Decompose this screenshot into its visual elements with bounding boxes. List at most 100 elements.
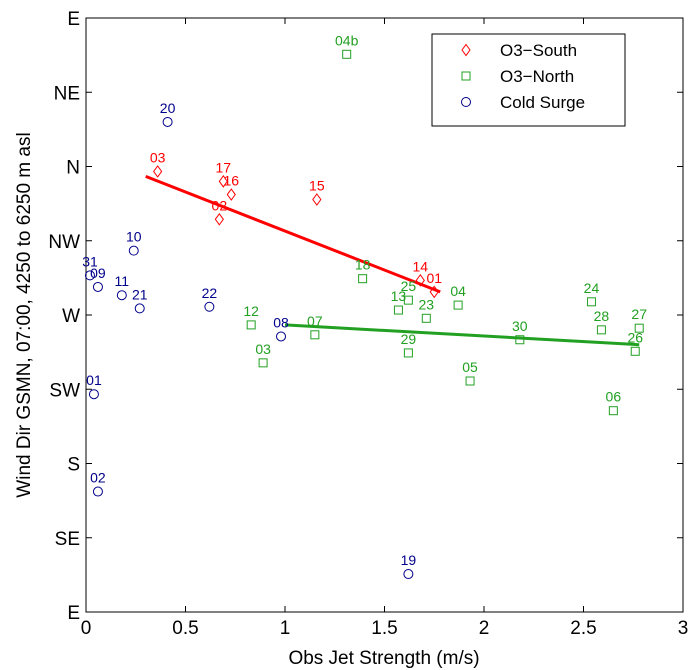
data-label: 03 <box>150 149 166 165</box>
data-point <box>246 320 256 330</box>
data-point <box>403 348 413 358</box>
data-point <box>393 305 403 315</box>
legend-label: O3−North <box>500 67 574 86</box>
data-label: 10 <box>126 229 142 245</box>
y-tick-label: E <box>67 603 80 624</box>
data-point <box>429 285 439 299</box>
legend-label: O3−South <box>500 41 577 60</box>
data-label: 14 <box>413 258 429 274</box>
x-tick-label: 1 <box>280 618 291 639</box>
fit-lines <box>145 175 640 347</box>
data-label: 09 <box>90 265 106 281</box>
data-point <box>465 376 475 386</box>
data-point <box>403 295 413 305</box>
data-point <box>608 406 618 416</box>
x-tick-label: 2.5 <box>570 618 596 639</box>
data-point <box>116 290 127 301</box>
legend-marker <box>461 43 471 57</box>
data-point <box>596 325 606 335</box>
x-tick-label: 1.5 <box>371 618 397 639</box>
data-point <box>226 188 236 201</box>
data-label: 25 <box>401 278 417 294</box>
data-point <box>630 346 640 356</box>
legend: O3−South O3−North Cold Surge <box>431 33 626 127</box>
data-label: 12 <box>243 303 259 319</box>
data-label: 02 <box>212 197 228 213</box>
data-point <box>88 389 99 400</box>
data-point <box>204 301 215 312</box>
data-point <box>128 245 139 256</box>
data-point <box>162 116 173 127</box>
data-point <box>276 331 287 342</box>
data-label: 04b <box>335 32 359 48</box>
data-label: 23 <box>419 296 435 312</box>
data-label: 03 <box>255 341 271 357</box>
data-label: 21 <box>132 286 148 302</box>
data-point <box>453 300 463 310</box>
x-tick-label: 2 <box>479 618 490 639</box>
legend-label: Cold Surge <box>500 93 585 112</box>
data-label: 01 <box>86 372 102 388</box>
data-point <box>415 273 425 287</box>
data-point <box>310 330 320 340</box>
data-label: 11 <box>115 273 130 289</box>
data-point <box>84 270 95 281</box>
x-axis-title: Obs Jet Strength (m/s) <box>288 648 479 669</box>
data-point <box>634 323 644 333</box>
y-tick-label: NE <box>54 83 80 104</box>
y-tick-label: SE <box>55 529 80 550</box>
legend-marker <box>461 71 471 81</box>
data-point <box>134 303 145 314</box>
data-label: 29 <box>401 331 417 347</box>
data-point <box>218 174 228 188</box>
x-tick-label: 3 <box>678 618 689 639</box>
y-tick-label: S <box>67 455 80 476</box>
data-point <box>153 165 163 178</box>
data-point <box>586 297 596 307</box>
data-label: 20 <box>160 100 176 116</box>
data-point <box>342 49 352 59</box>
data-label: 22 <box>202 285 218 301</box>
data-label: 08 <box>273 314 289 330</box>
legend-marker <box>461 97 471 107</box>
y-tick-label: E <box>67 9 80 30</box>
x-tick-label: 0.5 <box>172 618 198 639</box>
data-point <box>358 274 368 284</box>
data-point <box>421 313 431 323</box>
data-point <box>258 358 268 368</box>
data-label: 05 <box>462 359 478 375</box>
y-tick-label: W <box>62 306 80 327</box>
data-label: 18 <box>355 257 371 273</box>
y-tick-label: N <box>66 158 80 179</box>
y-axis-title: Wind Dir GSMN, 07:00, 4250 to 6250 m asl <box>14 132 35 497</box>
y-tick-label: SW <box>49 380 80 401</box>
data-point <box>92 486 103 497</box>
fit-line <box>145 175 441 294</box>
fit-line <box>284 323 640 347</box>
data-point <box>515 335 525 345</box>
axis-ticks: 0 0.5 1 1.5 2 2.5 3 E SE S SW W NW N NE E <box>48 9 688 639</box>
data-label: 27 <box>631 306 647 322</box>
data-label: 24 <box>584 280 600 296</box>
data-label: 19 <box>401 552 417 568</box>
data-label: 31 <box>82 253 98 269</box>
data-point <box>403 569 414 580</box>
x-tick-label: 0 <box>81 618 92 639</box>
data-label: 04 <box>450 283 466 299</box>
data-label: 16 <box>223 173 239 189</box>
data-point <box>312 193 322 206</box>
y-tick-label: NW <box>48 232 80 253</box>
data-label: 02 <box>90 470 106 486</box>
legend-items: O3−South O3−North Cold Surge <box>461 41 585 112</box>
data-label: 01 <box>426 270 442 286</box>
data-labels: 0317160215140104b18132523041207032930052… <box>82 32 647 568</box>
data-point <box>92 281 103 292</box>
data-label: 13 <box>391 288 407 304</box>
data-label: 07 <box>307 313 323 329</box>
data-label: 26 <box>627 329 643 345</box>
data-point <box>214 212 224 226</box>
data-label: 17 <box>216 159 232 175</box>
data-label: 28 <box>594 308 610 324</box>
data-label: 30 <box>512 318 528 334</box>
